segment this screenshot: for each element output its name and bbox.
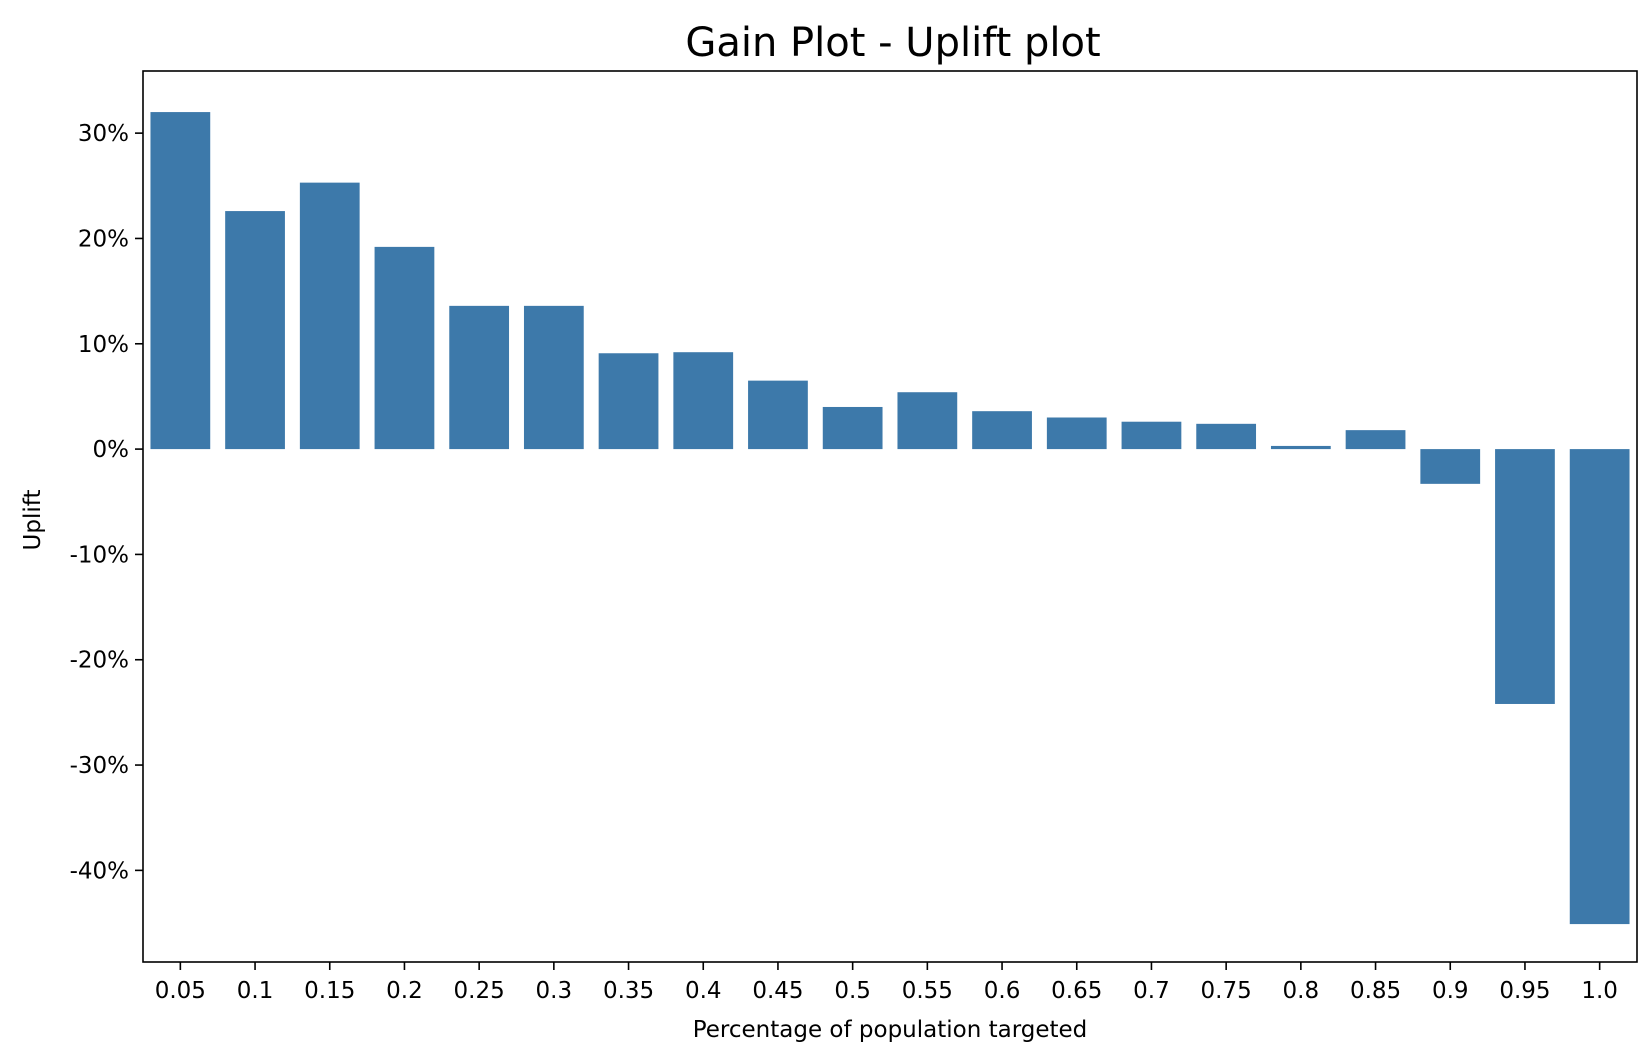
bar-0.2 — [374, 246, 435, 450]
x-tick-label: 0.6 — [984, 978, 1021, 1004]
bar-0.45 — [748, 380, 808, 450]
bar-0.7 — [1121, 421, 1182, 450]
x-tick-label: 0.2 — [386, 978, 423, 1004]
bar-0.55 — [897, 392, 958, 450]
y-tick-label: -30% — [70, 753, 129, 779]
y-axis-ticks: 30% 20% 10% 0% -10% -20% -30% -40% — [70, 121, 143, 884]
x-tick-label: 0.8 — [1283, 978, 1320, 1004]
chart-title: Gain Plot - Uplift plot — [685, 20, 1100, 66]
x-tick-label: 0.35 — [603, 978, 654, 1004]
y-tick-label: 30% — [78, 121, 129, 147]
bar-0.05 — [150, 112, 211, 450]
x-axis-ticks: 0.05 0.1 0.15 0.2 0.25 0.3 0.35 0.4 0.45 0.5 0.55 0… — [155, 962, 1618, 1004]
x-tick-label: 1.0 — [1581, 978, 1618, 1004]
y-axis-label: Uplift — [20, 490, 46, 551]
x-tick-label: 0.1 — [237, 978, 274, 1004]
y-tick-label: 20% — [78, 226, 129, 252]
x-axis-label: Percentage of population targeted — [693, 1017, 1088, 1043]
bar-0.3 — [523, 305, 584, 450]
x-tick-label: 0.15 — [304, 978, 355, 1004]
x-tick-label: 0.55 — [902, 978, 953, 1004]
bar-0.65 — [1046, 417, 1107, 450]
y-tick-label: -40% — [70, 858, 129, 884]
bar-0.5 — [822, 406, 883, 450]
y-tick-label: 10% — [78, 332, 129, 358]
y-tick-label: 0% — [93, 437, 130, 463]
bar-1.0 — [1569, 449, 1630, 925]
x-tick-label: 0.05 — [155, 978, 206, 1004]
x-tick-label: 0.95 — [1499, 978, 1550, 1004]
x-tick-label: 0.7 — [1133, 978, 1170, 1004]
x-tick-label: 0.4 — [685, 978, 722, 1004]
x-tick-label: 0.45 — [752, 978, 803, 1004]
x-tick-label: 0.3 — [536, 978, 573, 1004]
bar-0.25 — [449, 305, 510, 450]
bar-0.35 — [598, 353, 659, 450]
bar-0.75 — [1196, 423, 1257, 450]
x-tick-label: 0.75 — [1201, 978, 1252, 1004]
bar-0.1 — [225, 211, 285, 450]
bar-0.8 — [1270, 445, 1331, 450]
x-tick-label: 0.65 — [1051, 978, 1102, 1004]
x-tick-label: 0.5 — [834, 978, 871, 1004]
bars-group — [150, 112, 1630, 925]
bar-0.9 — [1420, 449, 1481, 484]
bar-0.4 — [673, 352, 734, 450]
y-tick-label: -20% — [70, 648, 129, 674]
plot-frame — [142, 70, 1638, 963]
x-tick-label: 0.9 — [1432, 978, 1469, 1004]
y-tick-label: -10% — [70, 542, 129, 568]
x-tick-label: 0.25 — [454, 978, 505, 1004]
bar-0.15 — [299, 182, 360, 450]
bar-0.95 — [1495, 449, 1555, 704]
bar-0.85 — [1345, 430, 1406, 450]
x-tick-label: 0.85 — [1350, 978, 1401, 1004]
bar-0.6 — [972, 411, 1032, 450]
